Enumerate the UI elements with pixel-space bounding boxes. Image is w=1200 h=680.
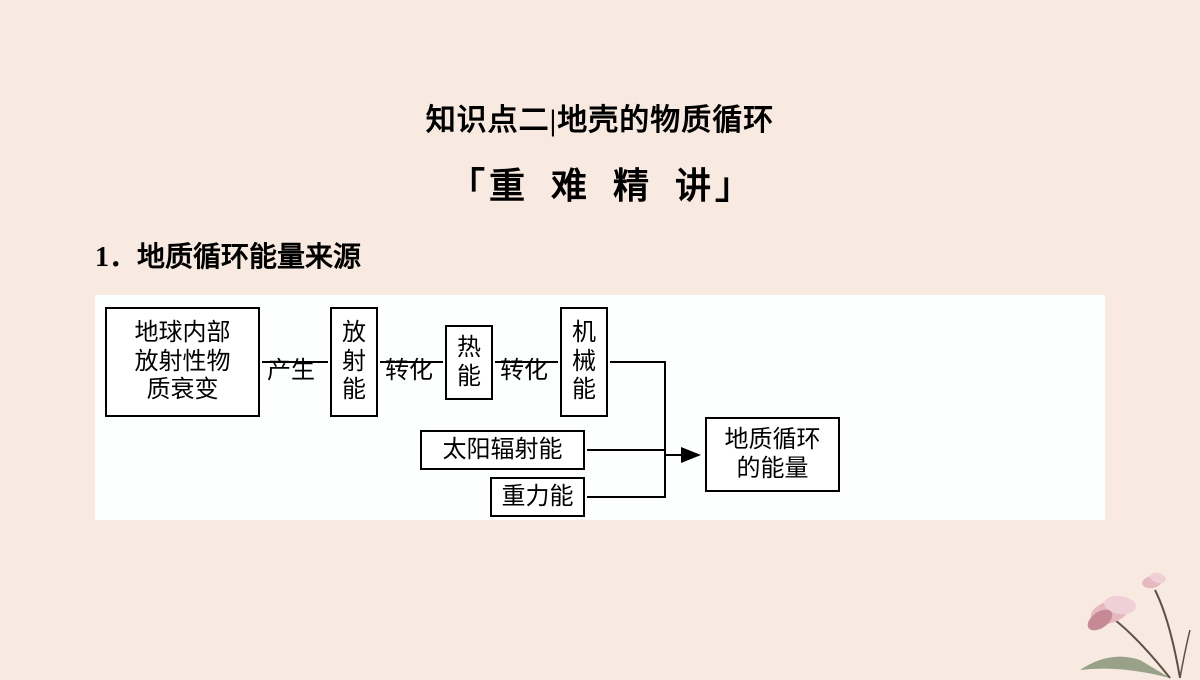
title-block: 知识点二|地壳的物质循环 重难精讲 [0, 0, 1200, 209]
lotus-decoration-icon [1020, 550, 1200, 680]
slide-subtitle: 重难精讲 [449, 157, 751, 209]
flow-node-n6: 重力能 [490, 477, 585, 517]
flow-edge-label-e1: 产生 [267, 350, 315, 385]
flow-edge-label-e2: 转化 [385, 350, 433, 385]
energy-flow-diagram: 地球内部放射性物质衰变 放射能 热能 机械能太阳辐射能重力能 地质循环的能量 产生 转化 转化 [95, 295, 1105, 520]
flow-edge [610, 362, 665, 455]
slide: 知识点二|地壳的物质循环 重难精讲 1．地质循环能量来源 地球内部放射性物质衰变… [0, 0, 1200, 680]
flow-node-n4: 机械能 [560, 307, 608, 417]
flow-edge-label-e3: 转化 [500, 350, 548, 385]
flow-node-n3: 热能 [445, 325, 493, 400]
flow-node-n7: 地质循环的能量 [705, 417, 840, 492]
section-heading: 1．地质循环能量来源 [95, 235, 1200, 275]
flow-node-n5: 太阳辐射能 [420, 430, 585, 470]
flow-edge [587, 455, 665, 497]
flow-node-n2: 放射能 [330, 307, 378, 417]
flow-node-n1: 地球内部放射性物质衰变 [105, 307, 260, 417]
slide-title: 知识点二|地壳的物质循环 [0, 95, 1200, 139]
